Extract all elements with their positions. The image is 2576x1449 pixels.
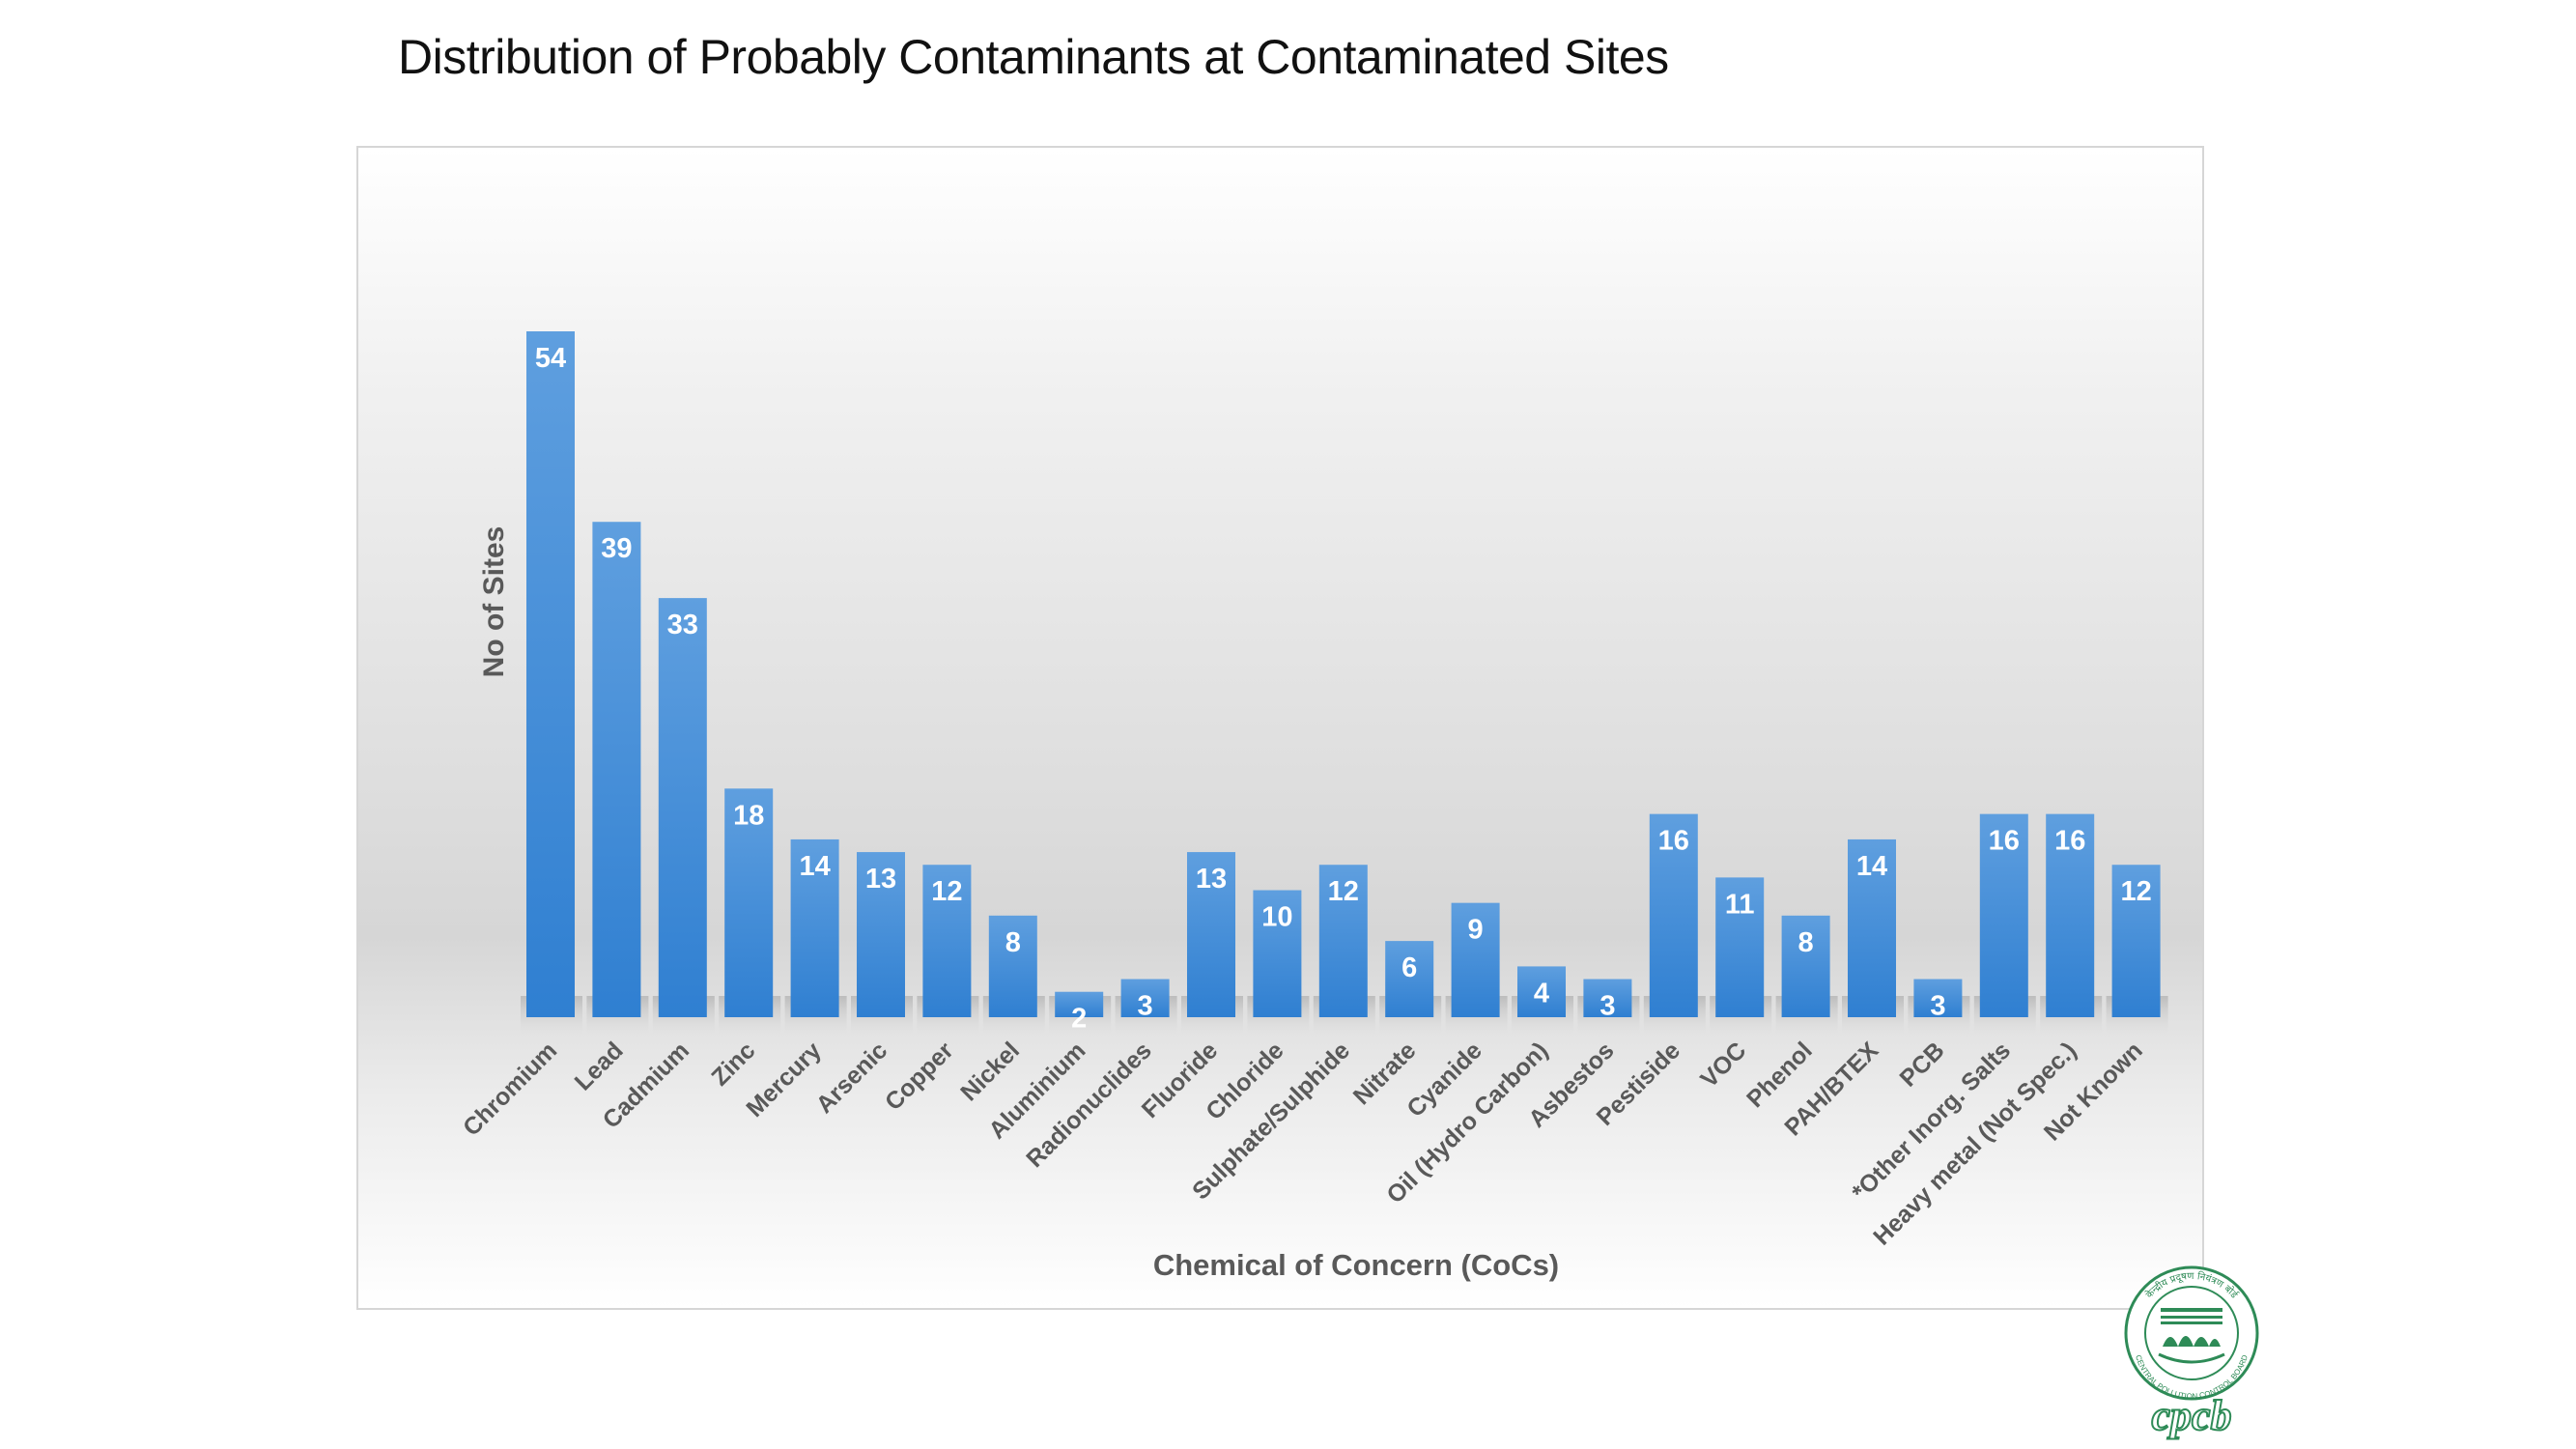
cpcb-logo: केन्द्रीय प्रदूषण नियंत्रण बोर्ड CENTRAL… — [2110, 1258, 2275, 1446]
bar-fluoride — [1187, 852, 1235, 1017]
x-tick-label-pcb: PCB — [1895, 1037, 1950, 1092]
data-label-pah-btex: 14 — [1856, 851, 1887, 882]
bar-pestiside — [1649, 813, 1698, 1017]
bar-chromium — [526, 331, 575, 1017]
bar-pah-btex — [1848, 838, 1896, 1017]
bar-zinc — [724, 788, 774, 1017]
data-label-chromium: 54 — [535, 343, 566, 374]
x-tick-label-copper: Copper — [880, 1037, 959, 1116]
x-tick-label-zinc: Zinc — [706, 1037, 760, 1091]
bar-phenol — [1781, 915, 1830, 1017]
bar-asbestos — [1583, 979, 1632, 1017]
data-label-nitrate: 6 — [1401, 952, 1417, 983]
bar-aluminium — [1055, 991, 1104, 1017]
data-label-zinc: 18 — [733, 800, 764, 831]
bar-pcb — [1913, 979, 1963, 1017]
data-label-copper: 12 — [931, 876, 962, 907]
data-label-phenol: 8 — [1798, 927, 1814, 958]
data-label-chloride: 10 — [1261, 902, 1292, 933]
bar-chart: 54 39 33 18 14 13 12 8 2 3 13 10 12 6 9 4 3 16 11 8 14 3 16 16 1… — [458, 331, 2168, 1282]
data-label-heavy-metal-not-spec: 16 — [2054, 826, 2085, 857]
bar-cadmium — [658, 598, 707, 1017]
logo-wordmark: cpcb — [2151, 1392, 2231, 1439]
y-axis-title: No of Sites — [478, 526, 510, 678]
data-label-radionuclides: 3 — [1138, 991, 1153, 1022]
data-label-pestiside: 16 — [1658, 826, 1689, 857]
bar-chloride — [1253, 890, 1302, 1017]
bar-mercury — [790, 838, 839, 1017]
bar-not-known — [2111, 865, 2161, 1017]
data-label-nickel: 8 — [1005, 927, 1021, 958]
data-label-asbestos: 3 — [1599, 991, 1615, 1022]
bar-radionuclides — [1120, 979, 1170, 1017]
data-label-voc: 11 — [1725, 889, 1755, 920]
data-label-not-known: 12 — [2120, 876, 2151, 907]
chart-area: 54 39 33 18 14 13 12 8 2 3 13 10 12 6 9 4 3 16 11 8 14 3 16 16 1… — [356, 146, 2204, 1310]
bar-cyanide — [1451, 902, 1500, 1017]
x-tick-label-lead: Lead — [570, 1037, 629, 1095]
data-label-cyanide: 9 — [1468, 915, 1484, 946]
x-tick-label-chromium: Chromium — [458, 1037, 562, 1141]
chart-title: Distribution of Probably Contaminants at… — [398, 30, 1669, 84]
bar-voc — [1715, 877, 1765, 1017]
data-label-mercury: 14 — [799, 851, 830, 882]
bar-arsenic — [857, 852, 905, 1017]
data-label-cadmium: 33 — [667, 610, 698, 640]
bar-other-inorg-salts — [1979, 813, 2028, 1017]
bar-oil-hydro-carbon — [1517, 966, 1566, 1017]
x-tick-label-arsenic: Arsenic — [811, 1037, 893, 1119]
bar-heavy-metal-not-spec — [2046, 813, 2095, 1017]
data-label-arsenic: 13 — [865, 864, 896, 895]
data-label-aluminium: 2 — [1071, 1004, 1087, 1035]
data-label-sulphate-sulphide: 12 — [1328, 876, 1359, 907]
bar-sulphate-sulphide — [1318, 865, 1368, 1017]
data-label-oil-hydro-carbon: 4 — [1534, 978, 1549, 1009]
bar-lead — [592, 522, 641, 1017]
data-label-fluoride: 13 — [1196, 864, 1227, 895]
bar-copper — [922, 865, 972, 1017]
data-label-pcb: 3 — [1930, 991, 1945, 1022]
data-label-lead: 39 — [601, 533, 632, 564]
bar-nickel — [988, 915, 1037, 1017]
data-label-other-inorg-salts: 16 — [1989, 826, 2020, 857]
x-tick-label-voc: VOC — [1695, 1037, 1751, 1093]
x-axis-title: Chemical of Concern (CoCs) — [1153, 1248, 1559, 1282]
bar-nitrate — [1385, 941, 1434, 1017]
